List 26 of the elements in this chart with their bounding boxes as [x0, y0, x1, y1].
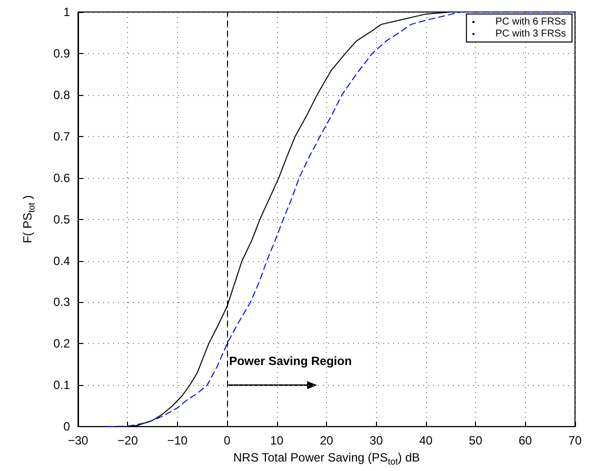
y-tick-label: 0.5 — [53, 212, 70, 226]
y-tick-label: 0.3 — [53, 295, 70, 310]
x-tick-label: 10 — [270, 434, 284, 448]
y-tick-label: 0.7 — [53, 129, 70, 144]
y-tick-label: 0.8 — [53, 88, 70, 102]
x-tick-label: 20 — [320, 434, 334, 448]
legend-label: PC with 6 FRSs — [495, 16, 566, 28]
y-tick-label: 1 — [63, 5, 70, 19]
ref-line-label: Power Saving Region — [229, 354, 352, 368]
y-tick-label: 0.2 — [53, 336, 70, 351]
x-tick-label: 50 — [468, 434, 483, 448]
y-tick-label: 0.4 — [53, 254, 70, 268]
y-tick-label: 0.9 — [53, 46, 70, 60]
y-axis-title: F( PStot ) — [20, 195, 36, 244]
x-tick-label: −10 — [167, 434, 188, 448]
x-tick-label: −20 — [118, 434, 138, 448]
x-tick-label: −30 — [68, 434, 88, 448]
x-tick-label: 60 — [518, 434, 532, 448]
x-tick-label: 0 — [224, 434, 231, 448]
legend-label: PC with 3 FRSs — [495, 28, 566, 40]
y-tick-label: 0.1 — [53, 378, 70, 392]
x-tick-label: 30 — [370, 434, 384, 448]
x-tick-label: 40 — [419, 434, 433, 448]
y-tick-label: 0.6 — [53, 170, 70, 185]
y-tick-label: 0 — [63, 420, 70, 434]
x-tick-label: 70 — [568, 434, 582, 448]
